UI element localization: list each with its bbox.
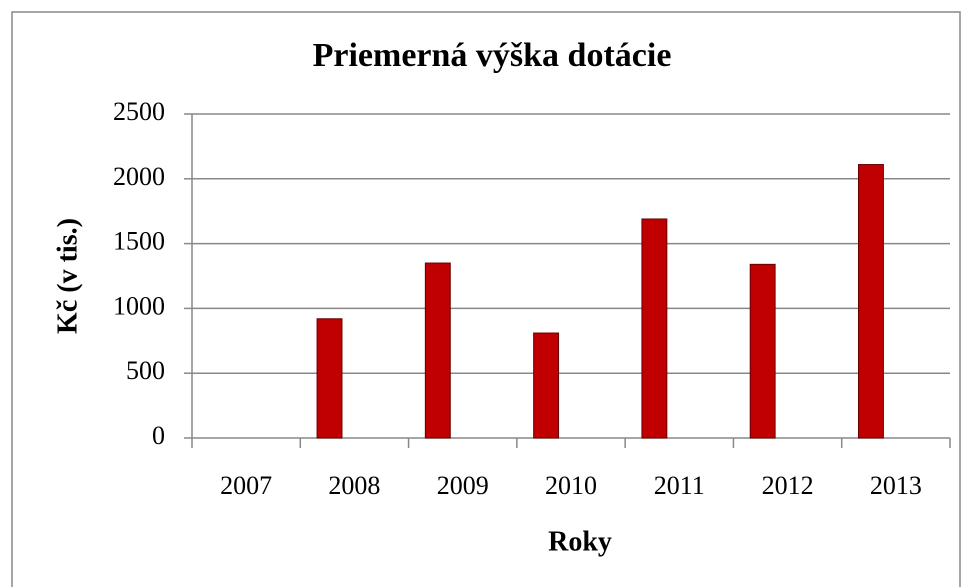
- y-tick-label: 0: [152, 421, 165, 450]
- x-tick-label: 2013: [870, 471, 922, 500]
- x-tick-label: 2009: [437, 471, 489, 500]
- x-tick-label: 2007: [220, 471, 272, 500]
- bar: [533, 332, 560, 439]
- bar: [424, 262, 451, 439]
- bar: [749, 263, 776, 439]
- bar: [316, 318, 343, 439]
- y-tick-label: 2000: [113, 162, 165, 191]
- y-tick-label: 500: [126, 356, 165, 385]
- y-axis-label: Kč (v tis.): [52, 218, 83, 334]
- bar: [857, 164, 884, 439]
- x-tick-label: 2008: [328, 471, 380, 500]
- chart-frame: [11, 11, 961, 587]
- x-tick-label: 2011: [654, 471, 705, 500]
- x-tick-label: 2010: [545, 471, 597, 500]
- y-tick-label: 2500: [113, 97, 165, 126]
- chart-title: Priemerná výška dotácie: [313, 37, 672, 74]
- bar: [641, 218, 668, 439]
- x-axis-label: Roky: [548, 526, 612, 557]
- y-tick-label: 1000: [113, 291, 165, 320]
- x-tick-label: 2012: [762, 471, 814, 500]
- y-tick-label: 1500: [113, 227, 165, 256]
